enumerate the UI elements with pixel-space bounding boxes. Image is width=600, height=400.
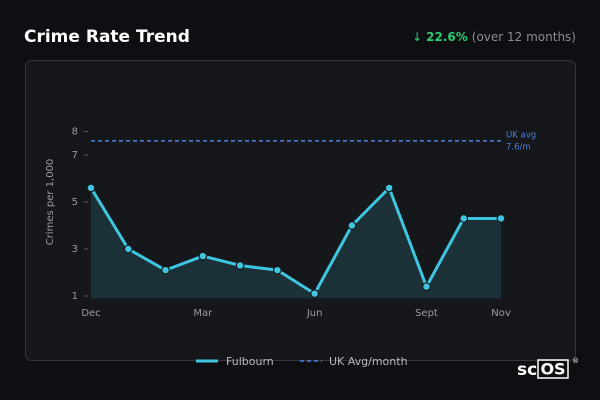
point <box>347 221 357 230</box>
y-tick-label: 5 <box>72 197 78 208</box>
change-summary: ↓ 22.6% (over 12 months) <box>412 30 576 44</box>
point <box>198 251 208 261</box>
point <box>86 183 96 193</box>
x-tick-label: Nov <box>491 308 511 319</box>
y-tick-label: 8 <box>72 127 78 138</box>
reference-label: UK avg <box>506 130 536 140</box>
y-tick-label: 3 <box>72 244 78 255</box>
x-tick-label: Dec <box>81 308 100 319</box>
reference-label: 7.6/m <box>506 142 531 152</box>
point <box>496 214 506 223</box>
x-tick-label: Jun <box>306 308 323 319</box>
change-value: 22.6% <box>426 30 468 44</box>
legend-label: Fulbourn <box>226 355 274 368</box>
point <box>310 289 320 299</box>
y-tick-label: 1 <box>72 291 78 302</box>
point <box>235 261 245 270</box>
logo-boxed: OS <box>540 360 565 379</box>
point <box>161 265 170 275</box>
point <box>422 282 431 292</box>
point <box>384 183 394 193</box>
legend-label: UK Avg/month <box>329 355 408 368</box>
title: Crime Rate Trend <box>24 27 190 47</box>
point <box>123 244 133 254</box>
point <box>459 214 469 223</box>
logo-mark: ® <box>572 357 579 365</box>
x-tick-label: Sept <box>415 308 438 319</box>
x-tick-label: Mar <box>193 308 213 319</box>
change-arrow: ↓ <box>412 30 422 44</box>
plot: 1 3 5 7 8 Dec Mar Jun Sept Nov UK avg 7.6/m <box>72 127 537 320</box>
y-tick-label: 7 <box>72 150 78 161</box>
logo-text: sc <box>517 360 537 380</box>
logo-box <box>537 359 569 379</box>
point <box>272 265 282 275</box>
line <box>89 186 501 296</box>
y-axis-label: Crimes per 1,000 <box>45 159 56 246</box>
change-period: (over 12 months) <box>472 30 576 44</box>
